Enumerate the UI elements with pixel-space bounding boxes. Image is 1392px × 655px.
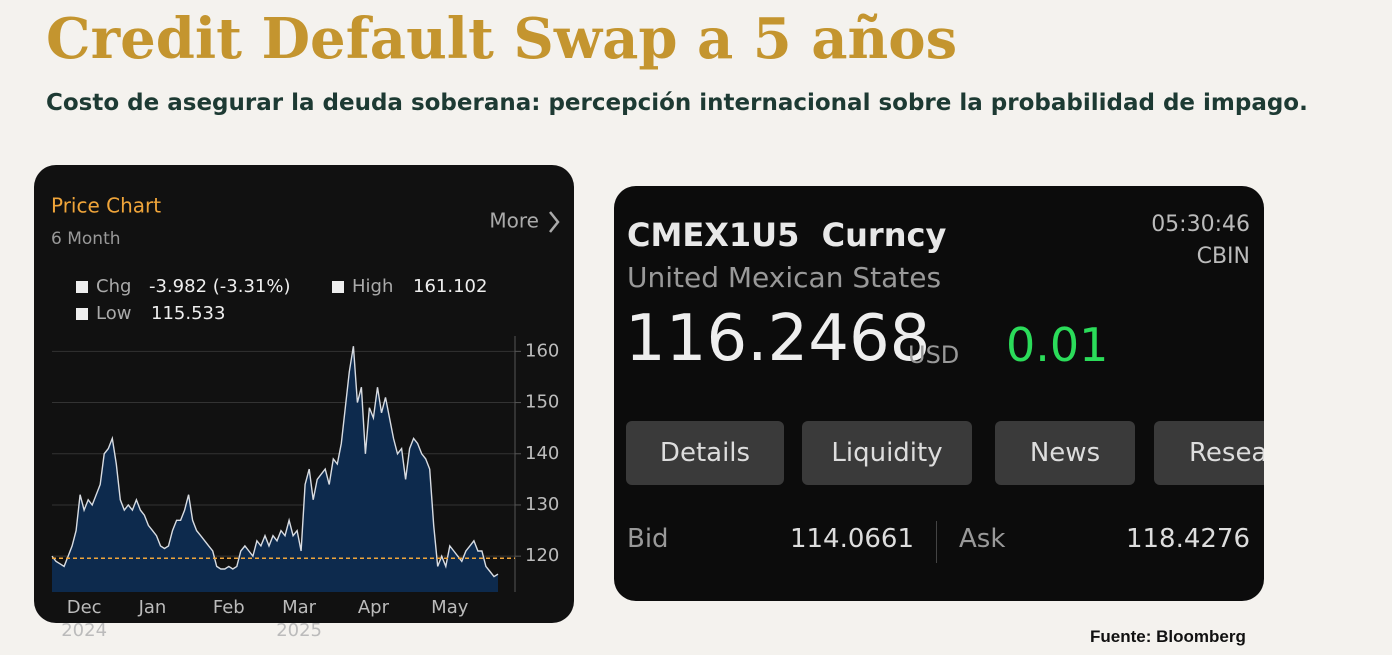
quote-panel: CMEX1U5 Curncy 05:30:46 CBIN United Mexi… bbox=[614, 186, 1264, 601]
x-year-label: 2024 bbox=[61, 620, 107, 641]
y-tick-label: 140 bbox=[525, 443, 559, 464]
chart: Price Chart 6 Month More Chg -3.982 (-3.3… bbox=[51, 194, 560, 641]
x-tick-label: Jan bbox=[138, 597, 167, 618]
stat-name: Chg bbox=[96, 276, 131, 297]
separator bbox=[936, 521, 937, 563]
change: 0.01 bbox=[1006, 318, 1109, 372]
legend-square bbox=[76, 308, 88, 320]
currency: USD bbox=[908, 341, 960, 369]
x-tick-label: May bbox=[431, 597, 469, 618]
issuer-name: United Mexican States bbox=[627, 261, 942, 294]
y-tick-label: 160 bbox=[525, 340, 559, 361]
ticker: CMEX1U5 Curncy bbox=[627, 216, 947, 254]
chevron bbox=[549, 211, 560, 233]
legend-square bbox=[332, 281, 344, 293]
y-tick-label: 130 bbox=[525, 494, 559, 515]
x-tick-label: Apr bbox=[358, 597, 390, 618]
button[interactable]: News bbox=[995, 421, 1135, 485]
bid-label: Bid bbox=[627, 524, 669, 554]
x-tick-label: Feb bbox=[213, 597, 245, 618]
x-tick-label: Mar bbox=[282, 597, 317, 618]
ask: 118.4276 bbox=[1125, 524, 1250, 554]
ask-label: Ask bbox=[959, 524, 1006, 554]
title: Credit Default Swap a 5 años bbox=[46, 6, 958, 72]
area bbox=[52, 346, 498, 592]
stat-value: -3.982 (-3.31%) bbox=[149, 276, 290, 297]
time: 05:30:46 bbox=[1151, 212, 1250, 237]
x-year-label: 2025 bbox=[276, 620, 322, 641]
more-link[interactable]: More bbox=[489, 209, 539, 233]
y-tick-label: 150 bbox=[525, 392, 559, 413]
line bbox=[51, 346, 499, 578]
stat-value: 161.102 bbox=[413, 276, 487, 297]
source: Fuente: Bloomberg bbox=[1090, 627, 1246, 646]
chart-panel: Price Chart 6 Month More Chg -3.982 (-3.3… bbox=[34, 165, 574, 641]
panel-period: 6 Month bbox=[51, 229, 121, 249]
stat-name: High bbox=[352, 276, 393, 297]
panel-title: Price Chart bbox=[51, 194, 161, 218]
stat-name: Low bbox=[96, 303, 131, 324]
button[interactable]: Resea bbox=[1154, 421, 1264, 485]
y-tick-label: 120 bbox=[525, 545, 559, 566]
button[interactable]: Details bbox=[626, 421, 784, 485]
x-tick-label: Dec bbox=[67, 597, 102, 618]
legend-square bbox=[76, 281, 88, 293]
source-code: CBIN bbox=[1196, 244, 1250, 269]
subtitle: Costo de asegurar la deuda soberana: per… bbox=[46, 90, 1308, 116]
button[interactable]: Liquidity bbox=[802, 421, 972, 485]
stat-value: 115.533 bbox=[151, 303, 225, 324]
bid: 114.0661 bbox=[789, 524, 914, 554]
price: 116.2468 bbox=[625, 302, 931, 376]
